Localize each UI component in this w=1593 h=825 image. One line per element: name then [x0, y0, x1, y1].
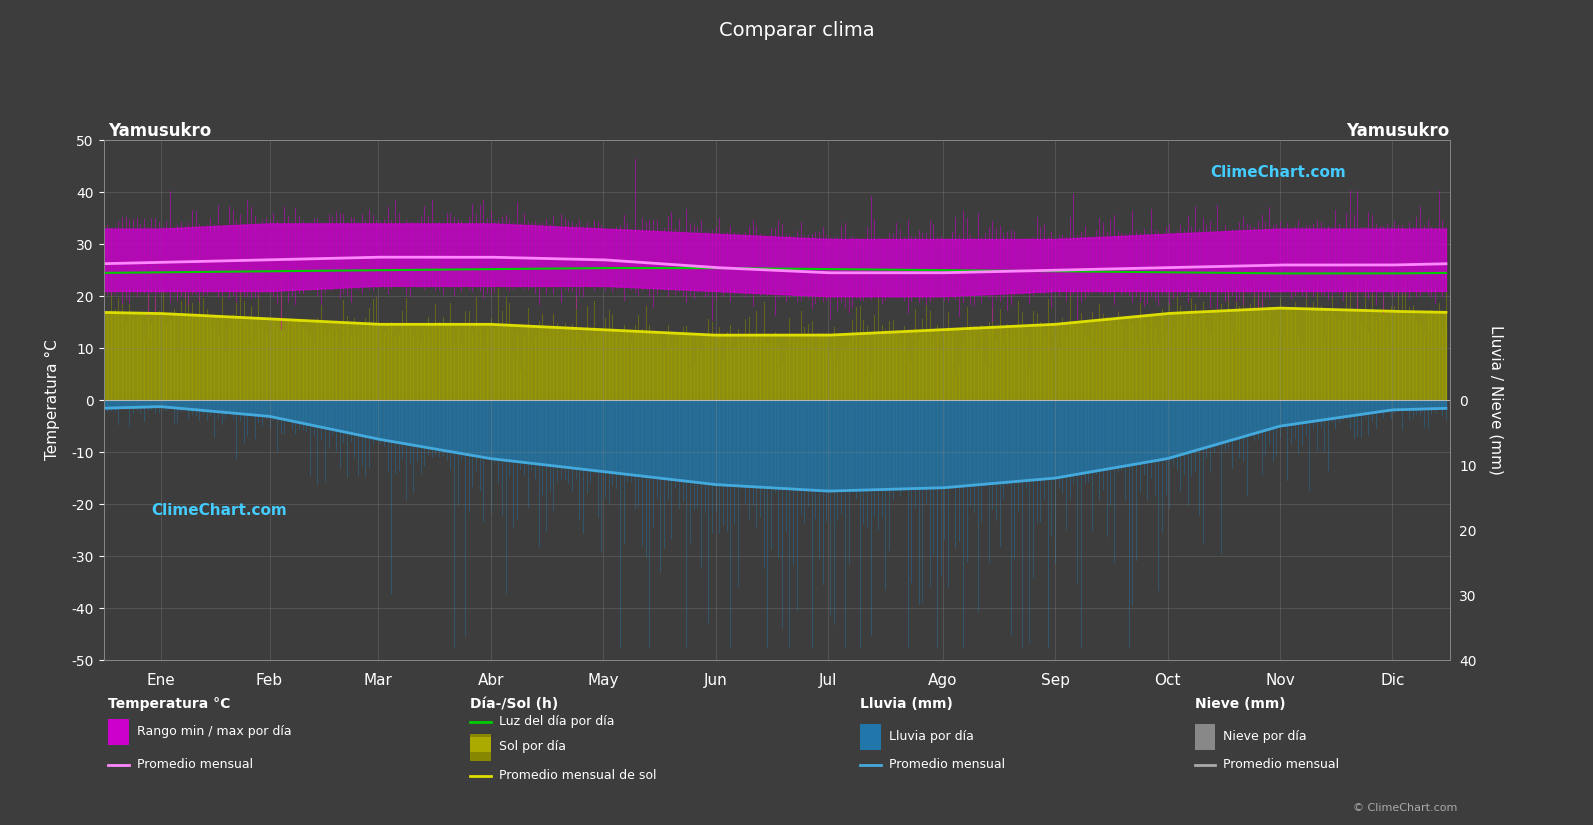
Text: Yamusukro: Yamusukro	[1346, 122, 1450, 140]
Text: ClimeChart.com: ClimeChart.com	[151, 503, 287, 518]
Text: Rango min / max por día: Rango min / max por día	[137, 725, 292, 738]
Text: © ClimeChart.com: © ClimeChart.com	[1352, 803, 1458, 813]
Text: Promedio mensual de sol: Promedio mensual de sol	[499, 769, 656, 782]
Text: Día-/Sol (h): Día-/Sol (h)	[470, 697, 558, 711]
Text: Promedio mensual: Promedio mensual	[1223, 758, 1340, 771]
Y-axis label: Temperatura °C: Temperatura °C	[45, 340, 61, 460]
Text: Nieve (mm): Nieve (mm)	[1195, 697, 1286, 711]
Text: Temperatura °C: Temperatura °C	[108, 697, 231, 711]
Text: Promedio mensual: Promedio mensual	[889, 758, 1005, 771]
Text: Nieve por día: Nieve por día	[1223, 730, 1306, 743]
Text: Luz del día por día: Luz del día por día	[499, 715, 615, 728]
Text: Lluvia (mm): Lluvia (mm)	[860, 697, 953, 711]
Text: Sol por día: Sol por día	[499, 740, 566, 753]
Text: ClimeChart.com: ClimeChart.com	[1211, 165, 1346, 180]
Text: Yamusukro: Yamusukro	[108, 122, 212, 140]
Text: Comparar clima: Comparar clima	[718, 21, 875, 40]
Text: Promedio mensual: Promedio mensual	[137, 758, 253, 771]
Y-axis label: Lluvia / Nieve (mm): Lluvia / Nieve (mm)	[1488, 325, 1504, 475]
Text: Lluvia por día: Lluvia por día	[889, 730, 973, 743]
